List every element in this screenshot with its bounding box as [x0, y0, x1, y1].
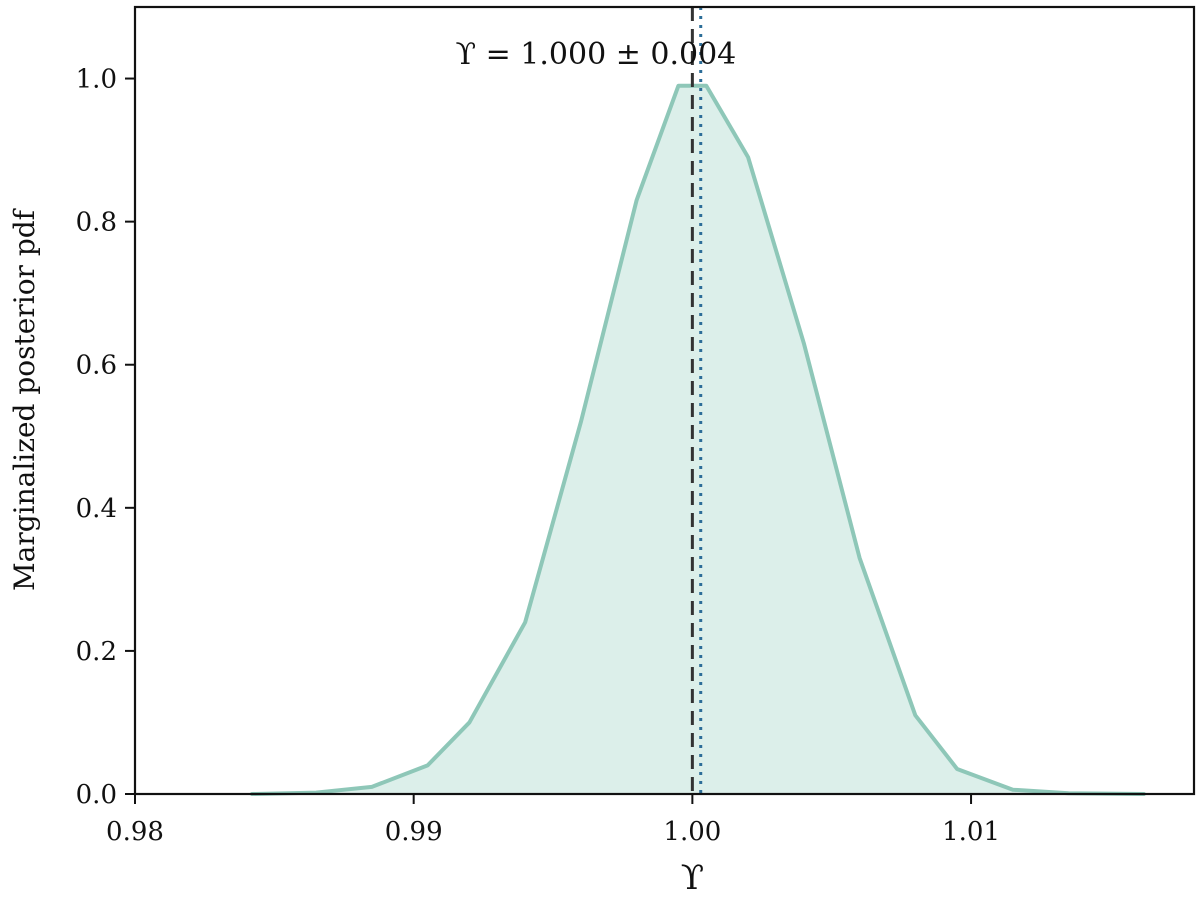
plot-content	[250, 83, 1146, 796]
plot-frame	[133, 5, 1196, 796]
x-tick-label-4: 1.01	[942, 817, 1000, 847]
x-tick-label-3: 1.00	[663, 817, 721, 847]
y-axis-ticks: 0.0 0.2 0.4 0.6 0.8 1.0	[76, 65, 135, 810]
y-tick-label-2: 0.2	[76, 637, 117, 667]
y-tick-label-5: 0.8	[76, 208, 117, 238]
x-axis-ticks: 0.98 0.99 1.00 1.01	[106, 794, 1000, 847]
x-tick-label-2: 0.99	[385, 817, 443, 847]
y-tick-label-4: 0.6	[76, 351, 117, 381]
annotation-text-1: ϒ = 1.000 ± 0.004	[455, 37, 736, 72]
y-tick-label-1: 0.0	[76, 780, 117, 810]
y-tick-label-6: 1.0	[76, 65, 117, 95]
annotations: ϒ = 1.000 ± 0.004	[455, 37, 736, 72]
x-tick-label-1: 0.98	[106, 817, 164, 847]
x-axis-label: ϒ	[681, 858, 704, 898]
y-tick-label-3: 0.4	[76, 494, 117, 524]
posterior-area-1	[252, 85, 1144, 794]
y-axis-label: Marginalized posterior pdf	[8, 207, 41, 591]
